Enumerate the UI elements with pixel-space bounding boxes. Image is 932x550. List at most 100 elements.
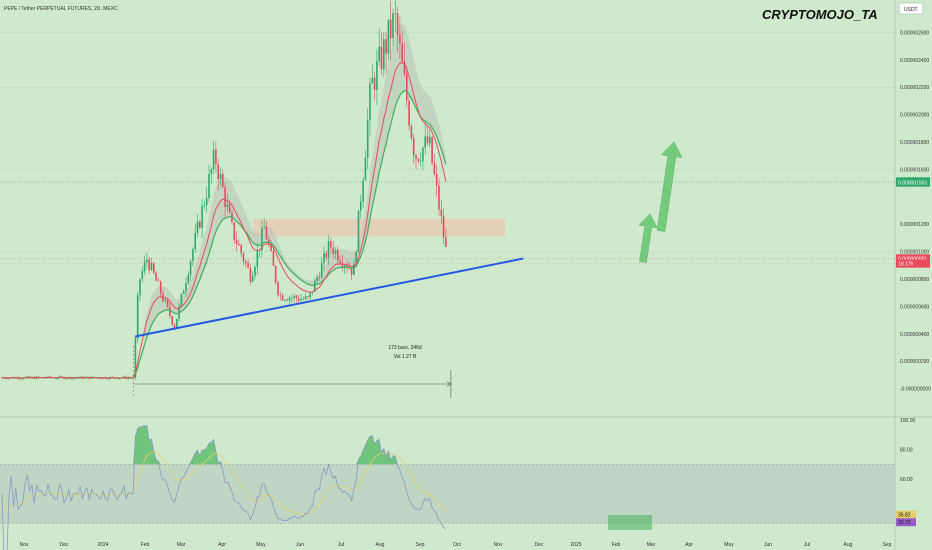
price-tick-label: 0.000000200 [900, 359, 929, 365]
candle-body [150, 263, 153, 271]
rsi-value-badge [896, 510, 916, 519]
rsi-signal-line [1, 451, 447, 515]
candle-body [233, 222, 236, 241]
time-axis-label: Jul [338, 542, 344, 548]
candle-body [360, 201, 362, 211]
candle-body [189, 261, 192, 276]
candle-body [215, 149, 217, 165]
time-axis-label: Aug [844, 542, 853, 548]
candle-body [196, 221, 199, 233]
candle-body [378, 46, 380, 62]
projection-arrow-small[interactable] [638, 213, 658, 263]
candle-body [284, 299, 286, 301]
measure-bars-label: 173 bars, 346d [388, 345, 422, 351]
price-badge [896, 259, 930, 268]
projection-arrow-large[interactable] [656, 141, 683, 232]
candle-body [339, 260, 341, 263]
time-axis-label: Jun [764, 542, 772, 548]
candle-body [192, 249, 194, 262]
price-badge-label: 0.000001503 [898, 181, 927, 187]
candle-body [412, 138, 415, 156]
support-trendline[interactable] [134, 257, 524, 338]
candle-body [406, 74, 408, 101]
ema-cloud [144, 23, 446, 345]
candle-body [228, 204, 231, 213]
candle-body [219, 173, 222, 179]
price-badge-label: 1d 17h [898, 262, 914, 268]
time-axis-label: Sep [883, 542, 892, 548]
candle-body [348, 268, 351, 270]
candle-body [100, 378, 102, 380]
candle-body [274, 265, 277, 283]
candle-body [270, 244, 272, 252]
candle-body [265, 226, 268, 240]
time-axis-label: May [256, 542, 266, 548]
time-axis-label: Nov [20, 542, 29, 548]
candle-body [366, 120, 369, 158]
candle-body [288, 297, 291, 301]
candle-body [309, 292, 311, 298]
candle-body [419, 161, 422, 162]
candle-body [343, 265, 346, 267]
rsi-oversold-highlight [608, 515, 652, 530]
candle-body [261, 227, 263, 250]
candle-body [380, 46, 383, 70]
candle-body [373, 77, 376, 90]
candle-body [217, 164, 219, 179]
candle-body [323, 252, 325, 263]
candle-body [159, 281, 162, 294]
rsi-value-label: 30.72 [898, 520, 911, 526]
candle-body [171, 316, 173, 325]
candle-body [440, 209, 443, 217]
price-tick-label: 0.000001000 [900, 250, 929, 256]
main-pane-bg [0, 0, 895, 414]
measure-arrowhead [446, 381, 452, 387]
candle-body [141, 271, 144, 279]
currency-button[interactable] [898, 2, 924, 15]
time-axis-label: Feb [141, 542, 150, 548]
resistance-zone[interactable] [253, 218, 506, 237]
candle-body [208, 174, 210, 199]
candle-body [399, 34, 401, 44]
candle-body [442, 216, 445, 238]
candle-body [392, 13, 394, 39]
measure-tool-layer[interactable]: 173 bars, 346d Vol 1.27 B [132, 345, 452, 398]
time-axis-label: Mar [647, 542, 656, 548]
candle-body [369, 83, 371, 121]
candle-body [387, 19, 390, 54]
projection-arrows-layer[interactable] [638, 141, 683, 263]
rsi-tick-label: 100.00 [900, 418, 916, 424]
time-axis-label: Oct [453, 542, 461, 548]
candle-body [245, 261, 247, 264]
time-axis-label: 2025 [570, 542, 581, 548]
candle-body [251, 275, 254, 282]
candle-body [235, 240, 238, 244]
candle-body [371, 77, 374, 84]
candle-body [314, 280, 316, 292]
candle-body [426, 136, 429, 144]
rsi-value-badge [896, 518, 916, 527]
trendline-layer[interactable] [134, 257, 524, 338]
time-axis-label: Jun [296, 542, 304, 548]
currency-label: USDT [904, 7, 918, 13]
candle-body [376, 61, 378, 90]
candle-body [148, 259, 150, 271]
candle-body [325, 252, 328, 258]
price-tick-label: 0.000001800 [900, 140, 929, 146]
time-axis-label: Dec [60, 542, 69, 548]
candle-body [417, 158, 420, 162]
candle-body [254, 266, 256, 276]
candle-body [182, 291, 185, 294]
candle-body [383, 39, 385, 70]
axis-labels-layer: 0.000002600 0.000002400 0.000002200 0.00000… [20, 30, 932, 548]
candle-body [263, 226, 265, 228]
time-axis-label: Feb [612, 542, 621, 548]
candle-body [318, 277, 321, 279]
measure-volume-label: Vol 1.27 B [394, 354, 417, 360]
candle-body [304, 296, 307, 299]
price-tick-label: 0.000002200 [900, 85, 929, 91]
candle-body [385, 39, 387, 54]
candle-body [297, 298, 300, 301]
